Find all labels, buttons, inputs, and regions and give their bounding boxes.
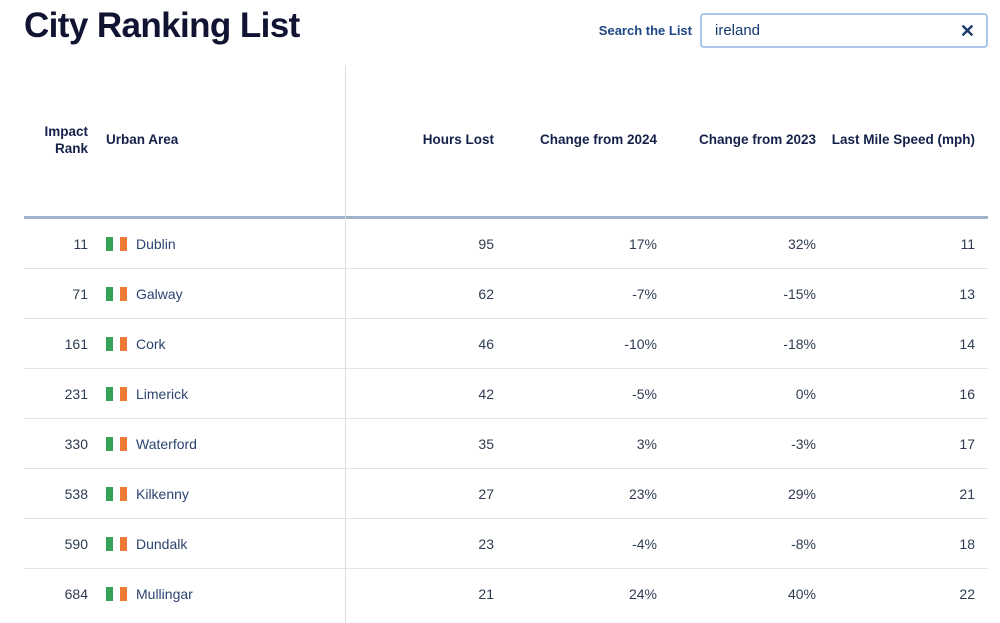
hours-lost-value: 46 bbox=[478, 335, 494, 352]
ireland-flag-icon bbox=[106, 386, 127, 401]
impact-rank-value: 590 bbox=[64, 535, 88, 552]
urban-area-cell: Dundalk bbox=[88, 536, 345, 552]
hours-lost-value: 35 bbox=[478, 435, 494, 452]
search-box: ✕ bbox=[700, 13, 988, 48]
hours-lost-value: 27 bbox=[478, 485, 494, 502]
impact-rank-value: 161 bbox=[64, 335, 88, 352]
urban-area-cell: Kilkenny bbox=[88, 486, 345, 502]
hours-lost-value: 42 bbox=[478, 385, 494, 402]
change-2024-value: 23% bbox=[628, 485, 657, 502]
change-2024-value: 3% bbox=[636, 435, 657, 452]
impact-rank-value: 538 bbox=[64, 485, 88, 502]
table-header-row: Impact Rank Urban Area Hours Lost Change… bbox=[24, 65, 988, 219]
header-urban-area: Urban Area bbox=[106, 132, 179, 148]
impact-rank-value: 71 bbox=[72, 285, 88, 302]
city-name: Kilkenny bbox=[136, 485, 189, 502]
last-mile-speed-value: 17 bbox=[959, 435, 975, 452]
change-2023-value: 32% bbox=[787, 235, 816, 252]
last-mile-speed-value: 21 bbox=[959, 485, 975, 502]
table-row[interactable]: 684 Mullingar 21 24% 40% 22 bbox=[24, 569, 988, 619]
ireland-flag-icon bbox=[106, 336, 127, 351]
last-mile-speed-value: 14 bbox=[959, 335, 975, 352]
header-last-mile-speed: Last Mile Speed (mph) bbox=[831, 132, 975, 148]
urban-area-cell: Waterford bbox=[88, 436, 345, 452]
city-name: Mullingar bbox=[136, 586, 193, 602]
table-row[interactable]: 590 Dundalk 23 -4% -8% 18 bbox=[24, 519, 988, 569]
change-2024-value: -7% bbox=[632, 285, 657, 302]
search-input[interactable] bbox=[700, 13, 988, 48]
table-row[interactable]: 71 Galway 62 -7% -15% 13 bbox=[24, 269, 988, 319]
table-row[interactable]: 330 Waterford 35 3% -3% 17 bbox=[24, 419, 988, 469]
impact-rank-value: 330 bbox=[64, 435, 88, 452]
impact-rank-value: 231 bbox=[64, 385, 88, 402]
change-2023-value: 29% bbox=[787, 485, 816, 502]
last-mile-speed-value: 18 bbox=[959, 535, 975, 552]
last-mile-speed-value: 22 bbox=[959, 586, 975, 602]
ireland-flag-icon bbox=[106, 286, 127, 301]
urban-area-cell: Mullingar bbox=[88, 586, 345, 602]
ireland-flag-icon bbox=[106, 536, 127, 551]
change-2023-value: -3% bbox=[791, 435, 816, 452]
change-2024-value: -5% bbox=[632, 385, 657, 402]
hours-lost-value: 23 bbox=[478, 535, 494, 552]
search-label: Search the List bbox=[598, 23, 692, 38]
hours-lost-value: 95 bbox=[478, 235, 494, 252]
ireland-flag-icon bbox=[106, 486, 127, 501]
change-2023-value: -8% bbox=[791, 535, 816, 552]
urban-area-cell: Cork bbox=[88, 336, 345, 352]
ireland-flag-icon bbox=[106, 236, 127, 251]
ireland-flag-icon bbox=[106, 436, 127, 451]
change-2023-value: -18% bbox=[783, 335, 816, 352]
ireland-flag-icon bbox=[106, 587, 127, 601]
table-row[interactable]: 11 Dublin 95 17% 32% 11 bbox=[24, 219, 988, 269]
city-name: Waterford bbox=[136, 435, 197, 452]
table-row[interactable]: 538 Kilkenny 27 23% 29% 21 bbox=[24, 469, 988, 519]
city-name: Galway bbox=[136, 285, 183, 302]
city-ranking-table: Impact Rank Urban Area Hours Lost Change… bbox=[0, 65, 1000, 623]
header-change-2024: Change from 2024 bbox=[539, 132, 657, 148]
change-2023-value: -15% bbox=[783, 285, 816, 302]
column-divider bbox=[345, 65, 346, 623]
change-2024-value: 17% bbox=[628, 235, 657, 252]
hours-lost-value: 21 bbox=[478, 586, 494, 602]
topbar: City Ranking List Search the List ✕ bbox=[0, 0, 1000, 65]
urban-area-cell: Galway bbox=[88, 286, 345, 302]
impact-rank-value: 11 bbox=[73, 235, 88, 252]
last-mile-speed-value: 11 bbox=[960, 235, 975, 252]
city-name: Cork bbox=[136, 335, 166, 352]
table-row[interactable]: 231 Limerick 42 -5% 0% 16 bbox=[24, 369, 988, 419]
city-name: Dublin bbox=[136, 235, 176, 252]
header-impact-rank: Impact Rank bbox=[44, 124, 88, 156]
city-name: Limerick bbox=[136, 385, 189, 402]
change-2024-value: 24% bbox=[628, 586, 657, 602]
change-2024-value: -4% bbox=[632, 535, 657, 552]
urban-area-cell: Dublin bbox=[88, 236, 345, 252]
clear-search-icon[interactable]: ✕ bbox=[956, 20, 979, 42]
header-hours-lost: Hours Lost bbox=[422, 132, 494, 148]
urban-area-cell: Limerick bbox=[88, 386, 345, 402]
table-body: 11 Dublin 95 17% 32% 11 71 Galway 62 -7%… bbox=[0, 219, 1000, 619]
city-name: Dundalk bbox=[136, 535, 188, 552]
last-mile-speed-value: 16 bbox=[959, 385, 975, 402]
change-2023-value: 0% bbox=[795, 385, 816, 402]
page-title: City Ranking List bbox=[24, 6, 300, 45]
hours-lost-value: 62 bbox=[478, 285, 494, 302]
search-group: Search the List ✕ bbox=[599, 13, 988, 48]
change-2023-value: 40% bbox=[787, 586, 816, 602]
impact-rank-value: 684 bbox=[64, 586, 88, 602]
table-row[interactable]: 161 Cork 46 -10% -18% 14 bbox=[24, 319, 988, 369]
change-2024-value: -10% bbox=[624, 335, 657, 352]
last-mile-speed-value: 13 bbox=[959, 285, 975, 302]
header-change-2023: Change from 2023 bbox=[698, 132, 816, 148]
